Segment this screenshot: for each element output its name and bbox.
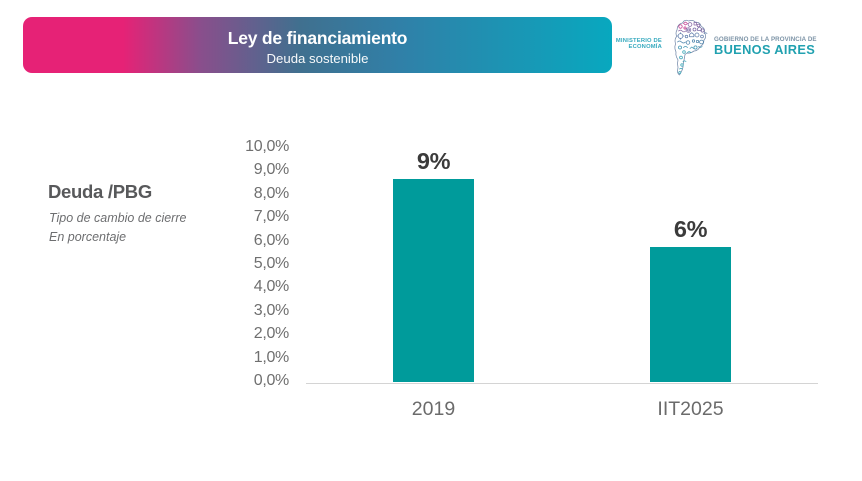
buenos-aires-province-map-icon (674, 19, 708, 76)
chart-subtitle: Tipo de cambio de cierre En porcentaje (49, 209, 186, 246)
gov-line2: BUENOS AIRES (714, 41, 816, 57)
gov-line1: GOBIERNO DE LA PROVINCIA DE (714, 36, 817, 43)
page-title: Ley de financiamiento (227, 27, 408, 48)
y-axis-tick-label: 4,0% (253, 278, 290, 296)
header-banner: Ley de financiamiento Deuda sostenible (23, 17, 612, 73)
x-axis-category-label: 2019 (411, 397, 456, 420)
y-axis-tick-label: 7,0% (253, 208, 290, 226)
y-axis-tick-label: 0,0% (253, 372, 290, 389)
ministry-line1: MINISTERIO DE (615, 37, 662, 44)
y-axis-tick-label: 3,0% (253, 301, 290, 319)
bar-value-label: 6% (673, 216, 708, 243)
ministry-line2: ECONOMÍA (628, 43, 662, 50)
x-axis-category-label: IIT2025 (657, 397, 724, 420)
y-axis-tick-label: 8,0% (253, 184, 290, 202)
bar-IIT2025 (650, 246, 731, 383)
page-subtitle: Deuda sostenible (266, 50, 369, 66)
government-logo-text: GOBIERNO DE LA PROVINCIA DE BUENOS AIRES (714, 36, 854, 56)
chart-subtitle-line1: Tipo de cambio de cierre (49, 211, 187, 225)
y-axis-tick-label: 5,0% (253, 255, 290, 272)
y-axis-tick-label: 9,0% (253, 161, 290, 179)
ministry-logo-text: MINISTERIO DE ECONOMÍA (592, 38, 662, 50)
y-axis-tick-label: 1,0% (253, 348, 290, 366)
chart-title: Deuda /PBG (48, 181, 152, 202)
y-axis-tick-label: 6,0% (253, 231, 290, 249)
y-axis-tick-label: 10,0% (245, 138, 289, 155)
bar-value-label: 9% (416, 148, 451, 175)
x-axis-line (306, 382, 818, 384)
y-axis-tick-label: 2,0% (253, 325, 290, 343)
chart-subtitle-line2: En porcentaje (49, 229, 127, 244)
bar-2019 (393, 178, 474, 383)
